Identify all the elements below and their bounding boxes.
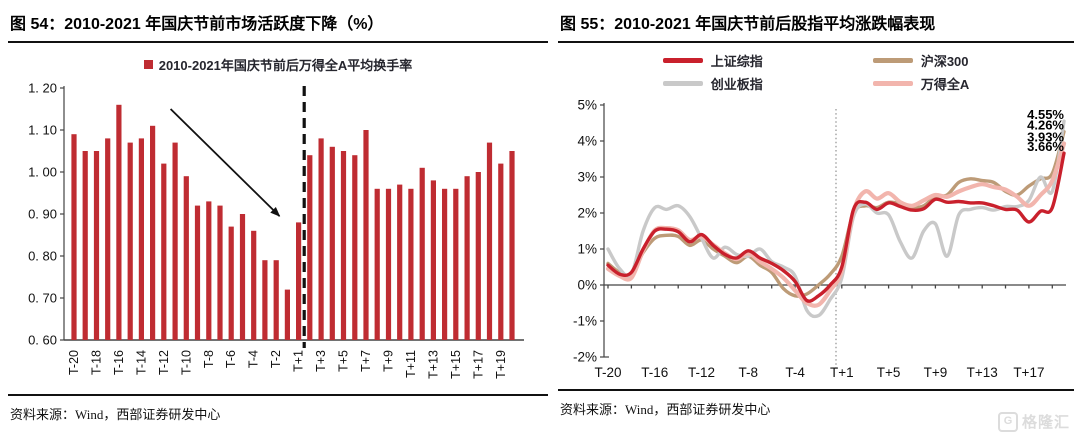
svg-text:T-20: T-20	[594, 365, 621, 380]
svg-text:0. 60: 0. 60	[28, 333, 57, 348]
legend-item-2: 沪深300	[872, 51, 969, 70]
line-x-tick-labels: T-20 T-16 T-12 T-8 T-4 T+1 T+5 T+9 T+13 T+17	[594, 365, 1044, 380]
svg-text:4.55%: 4.55%	[1027, 107, 1064, 122]
svg-text:T-12: T-12	[688, 365, 715, 380]
svg-text:-2%: -2%	[573, 350, 597, 365]
svg-text:1. 20: 1. 20	[28, 81, 57, 96]
svg-text:4%: 4%	[577, 134, 597, 149]
svg-text:T-16: T-16	[641, 365, 668, 380]
svg-text:T-20: T-20	[67, 350, 81, 375]
gelonghui-logo-text: 格隆汇	[1021, 414, 1070, 431]
bar-x-tick-labels: T-20 T-18 T-16 T-14 T-12 T-10 T-8 T-6 T-4 T-2 T+1 T…	[67, 350, 508, 379]
svg-text:T+9: T+9	[924, 365, 948, 380]
decline-arrow	[169, 108, 281, 217]
figure-55-source-rule	[558, 389, 1074, 391]
svg-text:0%: 0%	[577, 278, 597, 293]
svg-text:0. 70: 0. 70	[28, 291, 57, 306]
svg-text:T+13: T+13	[967, 365, 998, 380]
svg-text:1. 10: 1. 10	[28, 123, 57, 138]
bar-y-tick-labels: 1. 20 1. 10 1. 00 0. 90 0. 80 0. 70 0. 60	[28, 81, 57, 348]
svg-text:T-8: T-8	[202, 350, 216, 368]
svg-text:T+17: T+17	[471, 350, 485, 379]
svg-text:5%: 5%	[577, 98, 597, 113]
legend-label: 万得全A	[920, 77, 970, 92]
svg-text:T-12: T-12	[157, 350, 171, 375]
svg-text:T+5: T+5	[337, 350, 351, 372]
figure-54-title-rule	[8, 41, 548, 43]
svg-text:T+7: T+7	[359, 350, 373, 372]
svg-text:T-10: T-10	[179, 350, 193, 375]
legend-line-swatch	[872, 58, 913, 63]
figure-55-panel: 图 55：2010-2021 年国庆节前后股指平均涨跌幅表现 上证综指 沪深300…	[558, 6, 1074, 440]
svg-text:T+13: T+13	[426, 350, 440, 379]
svg-text:T+3: T+3	[314, 350, 328, 372]
svg-text:2%: 2%	[577, 206, 597, 221]
svg-text:3%: 3%	[577, 170, 597, 185]
svg-text:-1%: -1%	[573, 314, 597, 329]
svg-text:T+5: T+5	[877, 365, 901, 380]
svg-text:1. 00: 1. 00	[28, 165, 57, 180]
svg-text:T+1: T+1	[292, 350, 306, 372]
legend-label: 创业板指	[710, 77, 763, 92]
svg-text:T-6: T-6	[224, 350, 238, 368]
legend-item-0: 上证综指	[662, 51, 763, 70]
end-value-labels: 3.66% 4.55%4.26%3.93%	[1027, 107, 1064, 154]
figure-54-panel: 图 54：2010-2021 年国庆节前市场活跃度下降（%） 2010-2021…	[8, 6, 548, 440]
legend-bar-swatch	[143, 60, 153, 69]
index-returns-line-chart: 5% 4% 3% 2% 1% 0% -1% -2% 3.66% 4.55%4.26%3.93% T-…	[573, 98, 1067, 380]
line-y-axis	[600, 103, 609, 358]
svg-text:T-18: T-18	[90, 350, 104, 375]
svg-text:1%: 1%	[577, 242, 597, 257]
svg-text:0. 80: 0. 80	[28, 249, 57, 264]
svg-text:3.93%: 3.93%	[1027, 130, 1064, 145]
figure-54-legend: 2010-2021年国庆节前后万得全A平均换手率	[8, 55, 548, 74]
legend-label: 上证综指	[710, 54, 763, 69]
legend-item-3: 万得全A	[872, 74, 970, 93]
svg-text:T-4: T-4	[785, 365, 805, 380]
svg-text:T-14: T-14	[134, 350, 148, 375]
svg-text:T+9: T+9	[382, 350, 396, 372]
svg-text:T+1: T+1	[830, 365, 854, 380]
legend-bar-label: 2010-2021年国庆节前后万得全A平均换手率	[158, 58, 413, 73]
figure-55-title: 图 55：2010-2021 年国庆节前后股指平均涨跌幅表现	[560, 16, 936, 33]
svg-text:T-8: T-8	[739, 365, 759, 380]
legend-item-1: 创业板指	[662, 74, 763, 93]
svg-text:T+15: T+15	[449, 350, 463, 379]
svg-text:0. 90: 0. 90	[28, 207, 57, 222]
svg-text:T+19: T+19	[494, 350, 508, 379]
series-line-上证综指	[606, 151, 1066, 303]
svg-text:T+11: T+11	[404, 350, 418, 378]
turnover-bars	[71, 104, 515, 340]
figure-55-source: 资料来源：Wind，西部证券研发中心	[560, 402, 771, 417]
figure-55-title-rule	[558, 41, 1074, 43]
gelonghui-watermark: G 格隆汇	[997, 411, 1070, 432]
legend-line-swatch	[872, 81, 913, 86]
svg-text:T-4: T-4	[247, 350, 261, 368]
svg-text:3.66%: 3.66%	[1027, 139, 1064, 154]
figure-54-title: 图 54：2010-2021 年国庆节前市场活跃度下降（%）	[10, 16, 384, 33]
bar-y-axis	[60, 86, 65, 341]
svg-text:T+17: T+17	[1013, 365, 1044, 380]
figure-55-legend: 上证综指 沪深300 创业板指 万得全A	[662, 51, 970, 93]
figure-54-source-rule	[8, 394, 548, 396]
turnover-bar-chart: 1. 201. 101. 000. 900. 800. 700. 60T-20 T…	[28, 81, 524, 379]
line-y-tick-labels: 5% 4% 3% 2% 1% 0% -1% -2%	[573, 98, 597, 365]
svg-text:4.26%: 4.26%	[1027, 118, 1064, 133]
figure-54-source: 资料来源：Wind，西部证券研发中心	[10, 407, 221, 422]
legend-line-swatch	[662, 81, 703, 86]
series-line-沪深300	[606, 129, 1066, 298]
legend-line-swatch	[662, 58, 703, 63]
legend-label: 沪深300	[920, 54, 969, 69]
svg-text:T-16: T-16	[112, 350, 126, 375]
series-line-创业板指	[606, 119, 1066, 319]
svg-text:T-2: T-2	[269, 350, 283, 368]
gelonghui-logo-icon: G	[997, 411, 1018, 432]
